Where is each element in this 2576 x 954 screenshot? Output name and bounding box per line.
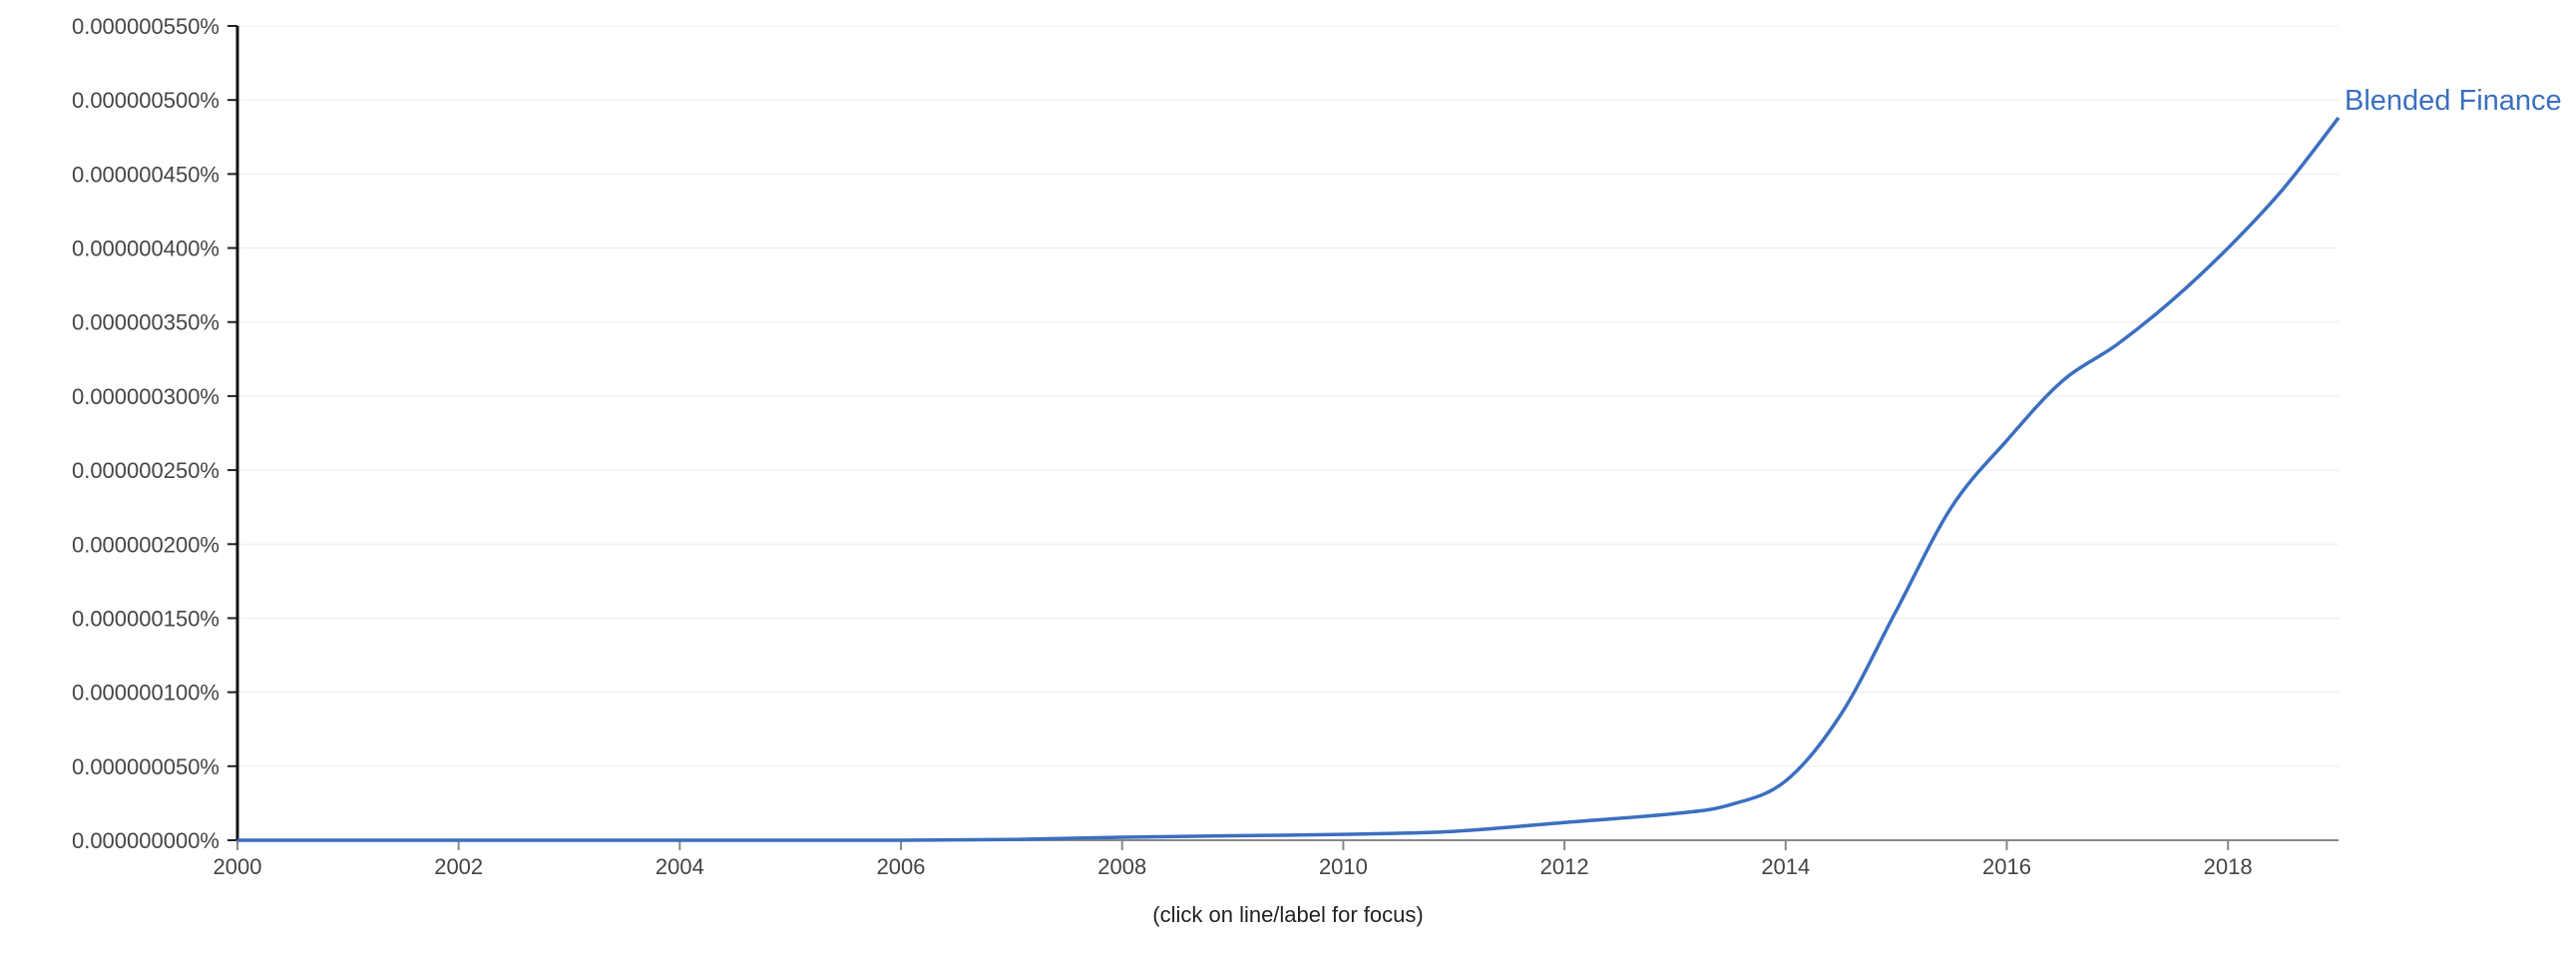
y-tick-label: 0.000000150% xyxy=(72,606,219,631)
y-tick-label: 0.000000200% xyxy=(72,532,219,557)
x-tick-label: 2010 xyxy=(1319,854,1368,879)
x-tick-label: 2008 xyxy=(1097,854,1146,879)
y-tick-label: 0.000000300% xyxy=(72,384,219,409)
series-line-blended-finance[interactable] xyxy=(236,116,2341,842)
x-tick-label: 2018 xyxy=(2204,854,2253,879)
x-tick-label: 2012 xyxy=(1540,854,1589,879)
y-tick-label: 0.000000100% xyxy=(72,681,219,706)
y-tick-label: 0.000000450% xyxy=(72,162,219,187)
series-lines[interactable]: Blended Finance xyxy=(236,85,2562,842)
y-tick-label: 0.000000000% xyxy=(72,828,219,853)
x-tick-label: 2016 xyxy=(1982,854,2031,879)
y-tick-label: 0.000000050% xyxy=(72,754,219,779)
series-label-blended-finance[interactable]: Blended Finance xyxy=(2345,85,2562,117)
focus-hint-note: (click on line/label for focus) xyxy=(1152,902,1423,927)
y-tick-label: 0.000000350% xyxy=(72,310,219,335)
y-tick-label: 0.000000400% xyxy=(72,237,219,261)
y-tick-label: 0.000000250% xyxy=(72,458,219,483)
x-tick-label: 2000 xyxy=(214,854,262,879)
x-tick-label: 2006 xyxy=(877,854,926,879)
y-tick-label: 0.000000500% xyxy=(72,88,219,113)
y-axis: 0.000000000% 0.000000050% 0.000000100% 0.00… xyxy=(72,14,239,853)
x-tick-label: 2004 xyxy=(655,854,704,879)
x-tick-label: 2014 xyxy=(1761,854,1810,879)
x-tick-label: 2002 xyxy=(434,854,483,879)
grid-lines xyxy=(237,25,2339,767)
x-axis: 2000 2002 2004 2006 2008 2010 2012 2014 2016 2018 xyxy=(214,839,2339,879)
y-tick-label: 0.000000550% xyxy=(72,14,219,39)
